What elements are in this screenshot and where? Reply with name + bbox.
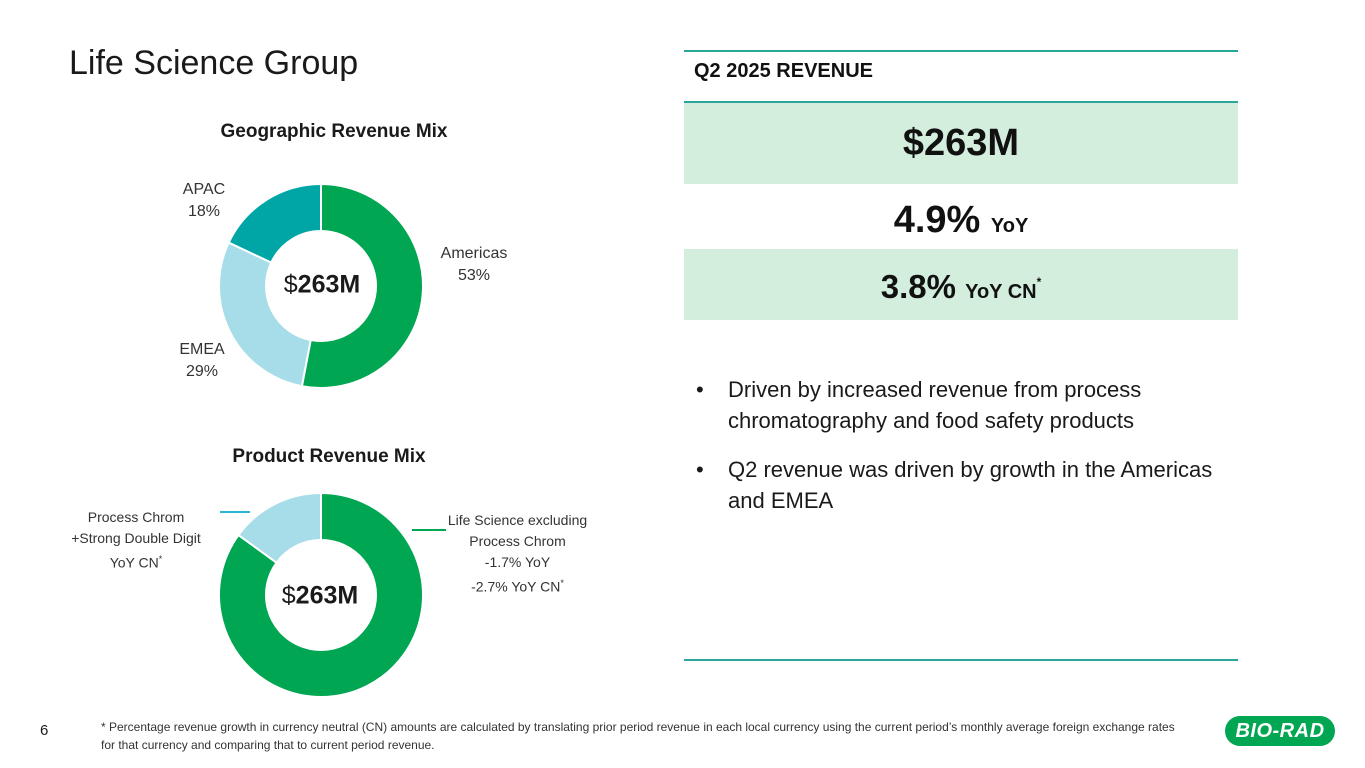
product-label-process-chrom: Process Chrom +Strong Double Digit YoY C… (71, 509, 201, 571)
product-center-value: $263M (281, 581, 359, 610)
page-number: 6 (40, 722, 49, 739)
revenue-total-band (684, 103, 1238, 184)
donut-slice-apac (227, 182, 322, 264)
geo-label-americas: Americas 53% (440, 245, 508, 284)
product-label-life-science: Life Science excluding Process Chrom -1.… (447, 512, 588, 595)
geo-donut-chart (218, 182, 424, 389)
product-chart-title: Product Revenue Mix (232, 446, 426, 467)
revenue-header-rule (684, 101, 1238, 103)
revenue-bullets: • Driven by increased revenue from proces… (694, 374, 1214, 534)
geo-center-value: $263M (283, 270, 361, 299)
process-chrom-leader-line (220, 511, 250, 513)
revenue-cn-band (684, 249, 1238, 320)
bullet-item: • Q2 revenue was driven by growth in the … (694, 454, 1214, 516)
life-science-leader-line (412, 529, 446, 531)
donut-slice-emea (218, 241, 312, 388)
bullet-icon: • (696, 457, 704, 482)
geo-label-emea: EMEA 29% (179, 341, 225, 380)
product-donut-chart (218, 491, 424, 698)
geo-chart-title: Geographic Revenue Mix (220, 121, 448, 142)
revenue-bottom-rule (684, 659, 1238, 661)
geo-label-apac: APAC 18% (182, 181, 226, 220)
bullet-item: • Driven by increased revenue from proces… (694, 374, 1214, 436)
revenue-header: Q2 2025 REVENUE (694, 60, 873, 82)
revenue-total: $263M (902, 122, 1020, 164)
bio-rad-logo: BIO-RAD (1225, 716, 1335, 746)
donut-slice-life-science-excluding-process-chrom (218, 491, 424, 698)
page-title: Life Science Group (69, 44, 359, 82)
revenue-yoy-cn: 3.8% YoY CN* (880, 268, 1042, 305)
revenue-yoy: 4.9% YoY (893, 199, 1029, 241)
revenue-top-rule (684, 50, 1238, 52)
footnote: * Percentage revenue growth in currency … (101, 720, 1175, 752)
bullet-icon: • (696, 377, 704, 402)
donut-slice-americas (300, 182, 424, 389)
donut-slice-process-chrom (237, 491, 322, 565)
